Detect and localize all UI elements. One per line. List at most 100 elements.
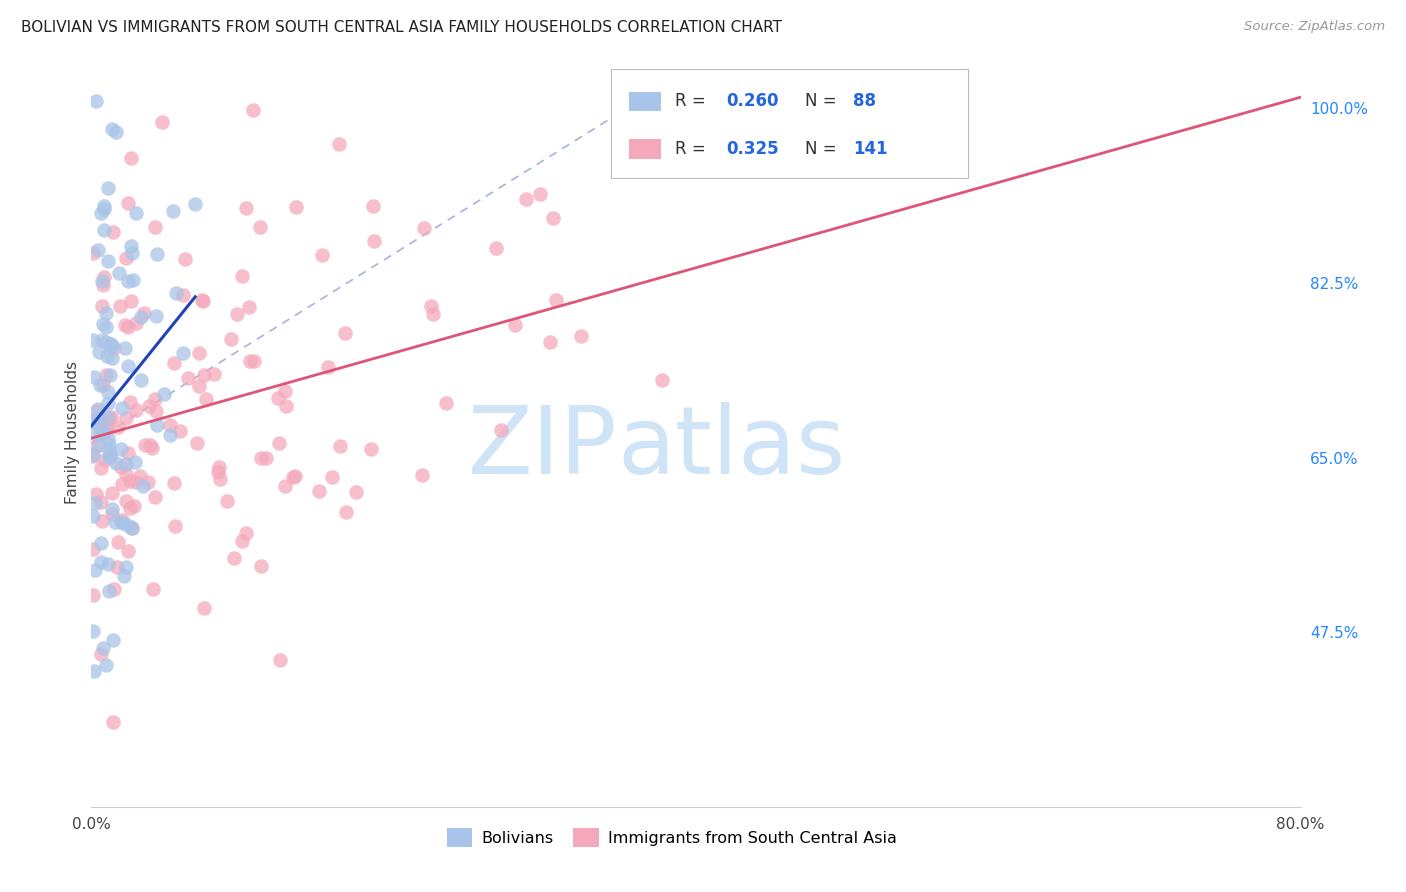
Point bbox=[98, 450, 121, 464]
Point bbox=[115, 467, 138, 481]
Point bbox=[120, 239, 142, 253]
Point bbox=[134, 437, 156, 451]
Point bbox=[105, 560, 128, 574]
Text: N =: N = bbox=[804, 140, 842, 158]
Point bbox=[316, 360, 339, 375]
Point bbox=[186, 435, 208, 450]
Point bbox=[231, 268, 253, 283]
Point bbox=[117, 196, 139, 211]
Point bbox=[90, 412, 112, 426]
Point bbox=[90, 648, 112, 662]
Point bbox=[82, 414, 104, 428]
Point bbox=[101, 226, 124, 240]
Point bbox=[89, 420, 111, 434]
Point bbox=[281, 470, 304, 484]
Point bbox=[97, 443, 120, 458]
Point bbox=[84, 404, 107, 418]
Point bbox=[131, 373, 153, 387]
Point bbox=[193, 368, 215, 383]
Point bbox=[142, 582, 165, 596]
Point bbox=[103, 516, 125, 530]
Point bbox=[141, 441, 163, 455]
Point bbox=[107, 266, 129, 280]
Point bbox=[90, 536, 112, 550]
Point bbox=[87, 402, 110, 417]
Point bbox=[172, 288, 194, 302]
Point bbox=[100, 351, 122, 366]
Text: 0.260: 0.260 bbox=[725, 92, 779, 111]
Point bbox=[231, 534, 253, 549]
Point bbox=[538, 335, 561, 350]
Point bbox=[112, 569, 135, 583]
Point bbox=[121, 521, 143, 535]
Point bbox=[284, 469, 307, 483]
Point bbox=[107, 419, 129, 434]
Point bbox=[124, 403, 146, 417]
Point bbox=[120, 151, 142, 165]
Point bbox=[100, 508, 122, 522]
Point bbox=[485, 240, 508, 254]
Point bbox=[239, 353, 262, 368]
Point bbox=[115, 411, 138, 425]
Point bbox=[93, 222, 115, 236]
Point bbox=[163, 519, 186, 533]
Point bbox=[101, 122, 124, 136]
Point bbox=[87, 438, 110, 452]
Point bbox=[83, 370, 105, 384]
Point bbox=[274, 400, 297, 414]
Point bbox=[111, 516, 134, 530]
Point bbox=[420, 299, 443, 313]
Point bbox=[91, 274, 114, 288]
Point bbox=[101, 715, 124, 730]
Point bbox=[84, 563, 107, 577]
Point bbox=[235, 202, 257, 216]
Point bbox=[122, 499, 145, 513]
Point bbox=[110, 460, 132, 475]
Point bbox=[491, 423, 513, 437]
Point bbox=[98, 368, 121, 382]
Point bbox=[267, 391, 290, 405]
Point bbox=[118, 519, 141, 533]
Point bbox=[91, 299, 114, 313]
Point bbox=[103, 582, 125, 596]
Point bbox=[284, 200, 307, 214]
Point bbox=[242, 103, 264, 118]
Point bbox=[125, 316, 148, 330]
Point bbox=[97, 431, 120, 445]
Point bbox=[129, 310, 152, 324]
Point bbox=[82, 448, 104, 462]
Point bbox=[363, 234, 385, 248]
Point bbox=[224, 551, 246, 566]
Point bbox=[174, 252, 197, 266]
Point bbox=[93, 199, 115, 213]
Bar bbox=[630, 92, 661, 111]
Point bbox=[94, 368, 117, 383]
Point bbox=[107, 535, 129, 549]
Point bbox=[93, 270, 115, 285]
Point bbox=[215, 494, 238, 508]
Point bbox=[361, 199, 384, 213]
Point bbox=[84, 425, 107, 440]
Point bbox=[90, 206, 112, 220]
Point bbox=[98, 411, 121, 425]
Point bbox=[90, 514, 112, 528]
Point bbox=[98, 338, 121, 352]
Point bbox=[96, 421, 118, 435]
Point bbox=[97, 254, 120, 268]
Text: 141: 141 bbox=[853, 140, 887, 158]
Point bbox=[93, 202, 115, 216]
Text: Source: ZipAtlas.com: Source: ZipAtlas.com bbox=[1244, 20, 1385, 33]
Point bbox=[541, 211, 564, 225]
Point bbox=[100, 502, 122, 516]
Point bbox=[273, 384, 295, 398]
Point bbox=[82, 624, 104, 639]
Point bbox=[238, 300, 260, 314]
Point bbox=[191, 294, 214, 309]
Point bbox=[101, 486, 124, 500]
Point bbox=[89, 412, 111, 426]
Point bbox=[162, 355, 184, 369]
Point bbox=[117, 544, 139, 558]
Point bbox=[145, 417, 167, 432]
Point bbox=[344, 484, 367, 499]
Point bbox=[91, 378, 114, 392]
